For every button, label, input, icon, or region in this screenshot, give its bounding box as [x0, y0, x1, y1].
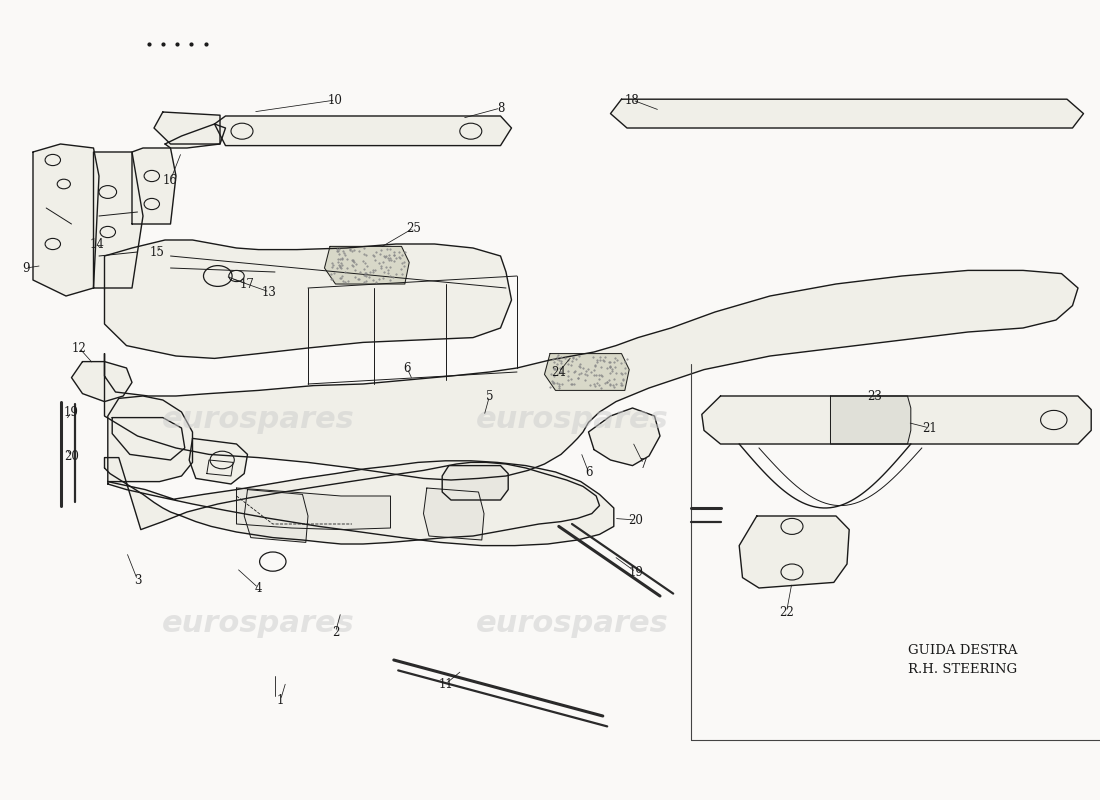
Text: eurospares: eurospares — [475, 610, 669, 638]
Text: 25: 25 — [406, 222, 421, 234]
Polygon shape — [702, 396, 1091, 444]
Text: 1: 1 — [277, 694, 284, 706]
Text: 18: 18 — [625, 94, 640, 106]
Text: eurospares: eurospares — [475, 406, 669, 434]
Polygon shape — [214, 116, 512, 146]
Polygon shape — [104, 270, 1078, 480]
Polygon shape — [33, 144, 99, 296]
Text: GUIDA DESTRA
R.H. STEERING: GUIDA DESTRA R.H. STEERING — [908, 644, 1018, 676]
Text: 20: 20 — [64, 450, 79, 462]
Polygon shape — [108, 396, 192, 482]
Text: 22: 22 — [779, 606, 794, 618]
Text: 24: 24 — [551, 366, 566, 378]
Text: 21: 21 — [922, 422, 937, 434]
Text: 19: 19 — [628, 566, 643, 578]
Polygon shape — [132, 148, 176, 224]
Polygon shape — [72, 362, 132, 402]
Text: 6: 6 — [404, 362, 410, 374]
Text: 20: 20 — [628, 514, 643, 526]
Polygon shape — [442, 466, 508, 500]
Text: 4: 4 — [255, 582, 262, 594]
Text: 2: 2 — [332, 626, 339, 638]
Text: 15: 15 — [150, 246, 165, 258]
Text: 12: 12 — [72, 342, 87, 354]
Polygon shape — [324, 246, 409, 284]
Polygon shape — [236, 488, 390, 530]
Text: 10: 10 — [328, 94, 343, 106]
Polygon shape — [104, 240, 512, 358]
Polygon shape — [244, 490, 308, 542]
Polygon shape — [165, 124, 226, 148]
Text: 19: 19 — [64, 406, 79, 418]
Polygon shape — [588, 408, 660, 466]
Polygon shape — [424, 488, 484, 540]
Text: 23: 23 — [867, 390, 882, 402]
Text: 3: 3 — [134, 574, 141, 586]
Text: 9: 9 — [23, 262, 30, 274]
Polygon shape — [94, 152, 143, 288]
Polygon shape — [544, 354, 629, 390]
Text: 16: 16 — [163, 174, 178, 186]
Polygon shape — [830, 396, 911, 444]
Polygon shape — [154, 112, 220, 144]
Polygon shape — [610, 99, 1084, 128]
Polygon shape — [189, 438, 248, 484]
Text: eurospares: eurospares — [162, 610, 355, 638]
Text: eurospares: eurospares — [162, 406, 355, 434]
Polygon shape — [739, 516, 849, 588]
Text: 14: 14 — [89, 238, 104, 250]
Polygon shape — [108, 461, 614, 546]
Text: 17: 17 — [240, 278, 255, 290]
Text: 6: 6 — [585, 466, 592, 478]
Text: 8: 8 — [497, 102, 504, 114]
Text: 13: 13 — [262, 286, 277, 298]
Text: 11: 11 — [438, 678, 453, 690]
Polygon shape — [112, 418, 185, 460]
Text: 5: 5 — [486, 390, 493, 402]
Polygon shape — [104, 458, 600, 544]
Text: 7: 7 — [640, 458, 647, 470]
